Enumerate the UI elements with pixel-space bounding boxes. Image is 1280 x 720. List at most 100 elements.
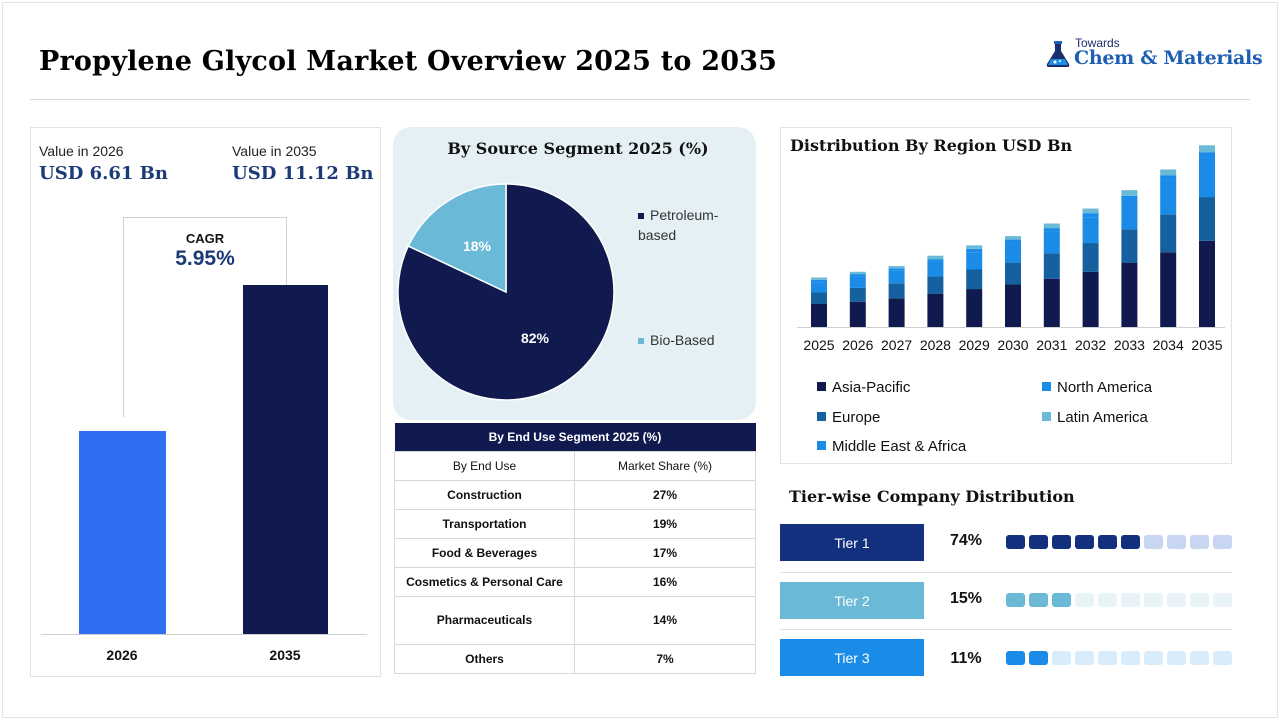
- x-tick-label-2028: 2028: [920, 337, 951, 353]
- pie-legend-petroleum-label: Petroleum-based: [638, 207, 719, 243]
- end-use-name: Cosmetics & Personal Care: [394, 566, 575, 597]
- end-use-name: Others: [394, 643, 575, 674]
- end-use-table-title: By End Use Segment 2025 (%): [394, 423, 756, 451]
- bar-segment-latin-america-2025: [811, 277, 827, 280]
- bar-segment-latin-america-2034: [1160, 169, 1177, 176]
- tier-3-dot: [1029, 651, 1048, 665]
- bar-segment-asia-pacific-2032: [1082, 271, 1099, 327]
- bar-segment-latin-america-2031: [1043, 223, 1060, 229]
- pie-chart: 82% 18%: [397, 183, 615, 401]
- end-use-name: Construction: [394, 479, 575, 510]
- europe-swatch: [817, 412, 826, 421]
- end-use-share: 7%: [574, 643, 756, 674]
- legend-middle-east-africa-label: Middle East & Africa: [832, 438, 967, 455]
- x-tick-label-2025: 2025: [803, 337, 834, 353]
- source-segment-panel: By Source Segment 2025 (%) 82% 18% Petro…: [393, 127, 756, 420]
- tier-3-button[interactable]: Tier 3: [780, 639, 924, 676]
- bar-segment-asia-pacific-2025: [811, 304, 827, 327]
- x-tick-label-2032: 2032: [1075, 337, 1106, 353]
- tier-separator: [780, 629, 1232, 630]
- page-title: Propylene Glycol Market Overview 2025 to…: [39, 46, 778, 77]
- x-tick-label-2027: 2027: [881, 337, 912, 353]
- tier-1-button[interactable]: Tier 1: [780, 524, 924, 561]
- x-tick-label-2030: 2030: [997, 337, 1028, 353]
- bar-segment-europe-2033: [1121, 229, 1138, 263]
- tier-2-button[interactable]: Tier 2: [780, 582, 924, 619]
- bar-segment-north-america-2031: [1043, 231, 1060, 254]
- tier-distribution-title: Tier-wise Company Distribution: [789, 487, 1075, 506]
- end-use-share: 27%: [574, 479, 756, 510]
- tier-3-dot: [1167, 651, 1186, 665]
- bar-segment-middle-east-africa-2034: [1160, 175, 1177, 181]
- bar-segment-north-america-2030: [1005, 243, 1021, 263]
- legend-north-america-label: North America: [1057, 379, 1153, 396]
- bar-segment-middle-east-africa-2025: [811, 279, 827, 283]
- bar-segment-asia-pacific-2030: [1005, 284, 1021, 327]
- bar-segment-europe-2035: [1199, 197, 1215, 241]
- bar-segment-asia-pacific-2035: [1199, 240, 1215, 327]
- legend-north-america: North America: [1042, 379, 1152, 396]
- tier-1-dot: [1167, 535, 1186, 549]
- table-row: Food & Beverages 17%: [394, 537, 756, 568]
- bar-segment-europe-2029: [966, 269, 983, 290]
- legend-asia-pacific-label: Asia-Pacific: [832, 379, 911, 396]
- value-2026-label: Value in 2026: [39, 143, 124, 159]
- bar-segment-middle-east-africa-2030: [1005, 239, 1021, 244]
- tier-2-dot: [1098, 593, 1117, 607]
- region-chart-title: Distribution By Region USD Bn: [790, 136, 1073, 155]
- table-row: Transportation 19%: [394, 508, 756, 539]
- tier-1-percent: 74%: [949, 532, 983, 549]
- tier-2-dot: [1190, 593, 1209, 607]
- end-use-name: Transportation: [394, 508, 575, 539]
- pie-label-petroleum: 82%: [521, 330, 550, 346]
- tier-3-percent: 11%: [950, 650, 982, 667]
- bar-segment-asia-pacific-2026: [849, 301, 866, 327]
- tier-1-dot: [1029, 535, 1048, 549]
- tier-3-dot: [1121, 651, 1140, 665]
- brand-logo[interactable]: Towards Chem & Materials: [1044, 36, 1263, 76]
- x-tick-label-2035: 2035: [1191, 337, 1222, 353]
- petroleum-swatch: [638, 213, 644, 220]
- tier-2-dot: [1029, 593, 1048, 607]
- bar-segment-asia-pacific-2034: [1160, 252, 1177, 327]
- x-tick-label-2026: 2026: [842, 337, 873, 353]
- title-divider: [30, 99, 1250, 100]
- asia-pacific-swatch: [817, 382, 826, 391]
- table-header-end-use: By End Use: [394, 450, 575, 481]
- bar-segment-europe-2030: [1005, 262, 1021, 285]
- tier-1-dot: [1144, 535, 1163, 549]
- tier-2-dot: [1167, 593, 1186, 607]
- flask-icon: [1046, 41, 1070, 67]
- bar-segment-middle-east-africa-2028: [927, 259, 944, 262]
- legend-middle-east-africa: Middle East & Africa: [817, 438, 966, 455]
- pie-legend-bio: Bio-Based: [638, 330, 715, 350]
- bar-segment-north-america-2026: [849, 276, 866, 288]
- table-header-row: By End Use Market Share (%): [394, 450, 756, 481]
- end-use-share: 16%: [574, 566, 756, 597]
- end-use-share: 19%: [574, 508, 756, 539]
- bar-segment-north-america-2033: [1121, 200, 1138, 230]
- bar-label-2026: 2026: [106, 647, 138, 663]
- x-tick-label-2029: 2029: [959, 337, 990, 353]
- tier-3-dot: [1006, 651, 1025, 665]
- bar-segment-middle-east-africa-2029: [966, 248, 983, 253]
- bar-segment-north-america-2027: [888, 270, 905, 284]
- tier-3-dot: [1098, 651, 1117, 665]
- region-stacked-bar-chart: 2025 2026 2027 2028 2029 2030 2031 2032 2033 2034…: [797, 145, 1225, 353]
- bar-segment-middle-east-africa-2027: [888, 268, 905, 271]
- tier-2-dot: [1121, 593, 1140, 607]
- pie-legend-petroleum: Petroleum-based: [638, 205, 748, 245]
- bar-segment-asia-pacific-2029: [966, 289, 983, 327]
- bar-segment-north-america-2032: [1082, 217, 1099, 244]
- north-america-swatch: [1042, 382, 1051, 391]
- bar-segment-middle-east-africa-2031: [1043, 228, 1060, 232]
- bar-segment-latin-america-2026: [849, 271, 866, 275]
- legend-europe: Europe: [817, 409, 880, 426]
- value-2035: USD 11.12 Bn: [232, 163, 374, 184]
- x-tick-label-2031: 2031: [1036, 337, 1067, 353]
- logo-main-text: Chem & Materials: [1074, 47, 1263, 69]
- x-tick-label-2034: 2034: [1153, 337, 1184, 353]
- table-row: Cosmetics & Personal Care 16%: [394, 566, 756, 597]
- bar-segment-asia-pacific-2033: [1121, 262, 1138, 327]
- tier-3-dot: [1075, 651, 1094, 665]
